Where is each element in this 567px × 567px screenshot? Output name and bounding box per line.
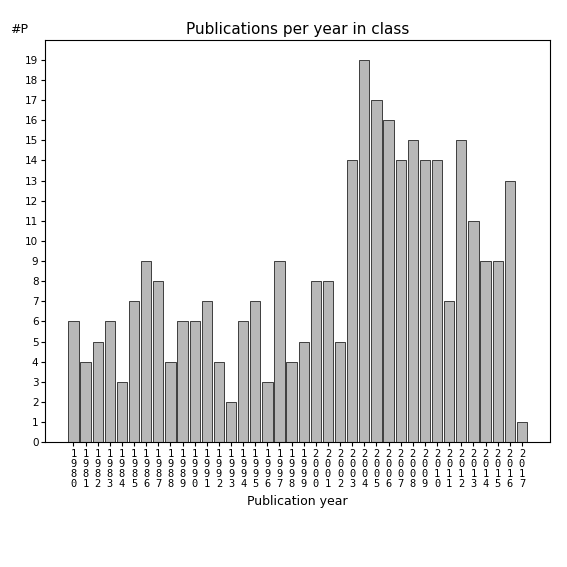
Bar [299, 341, 309, 442]
Bar [117, 382, 127, 442]
Bar [274, 261, 285, 442]
Bar [444, 302, 454, 442]
Bar [493, 261, 503, 442]
Bar [226, 402, 236, 442]
Bar [347, 160, 357, 442]
Bar [408, 141, 418, 442]
Bar [517, 422, 527, 442]
Bar [383, 120, 393, 442]
Bar [420, 160, 430, 442]
Bar [92, 341, 103, 442]
Bar [81, 362, 91, 442]
Bar [480, 261, 490, 442]
Bar [68, 321, 79, 442]
Bar [456, 141, 467, 442]
Bar [262, 382, 273, 442]
Bar [250, 302, 260, 442]
Bar [105, 321, 115, 442]
Bar [335, 341, 345, 442]
Bar [286, 362, 297, 442]
Bar [177, 321, 188, 442]
Bar [153, 281, 163, 442]
X-axis label: Publication year: Publication year [247, 495, 348, 508]
Bar [432, 160, 442, 442]
Bar [311, 281, 321, 442]
Bar [129, 302, 139, 442]
Bar [238, 321, 248, 442]
Bar [371, 100, 382, 442]
Bar [214, 362, 224, 442]
Bar [202, 302, 212, 442]
Bar [505, 180, 515, 442]
Bar [189, 321, 200, 442]
Bar [323, 281, 333, 442]
Title: Publications per year in class: Publications per year in class [186, 22, 409, 37]
Bar [165, 362, 176, 442]
Bar [396, 160, 406, 442]
Text: #P: #P [10, 23, 28, 36]
Bar [359, 60, 370, 442]
Bar [141, 261, 151, 442]
Bar [468, 221, 479, 442]
